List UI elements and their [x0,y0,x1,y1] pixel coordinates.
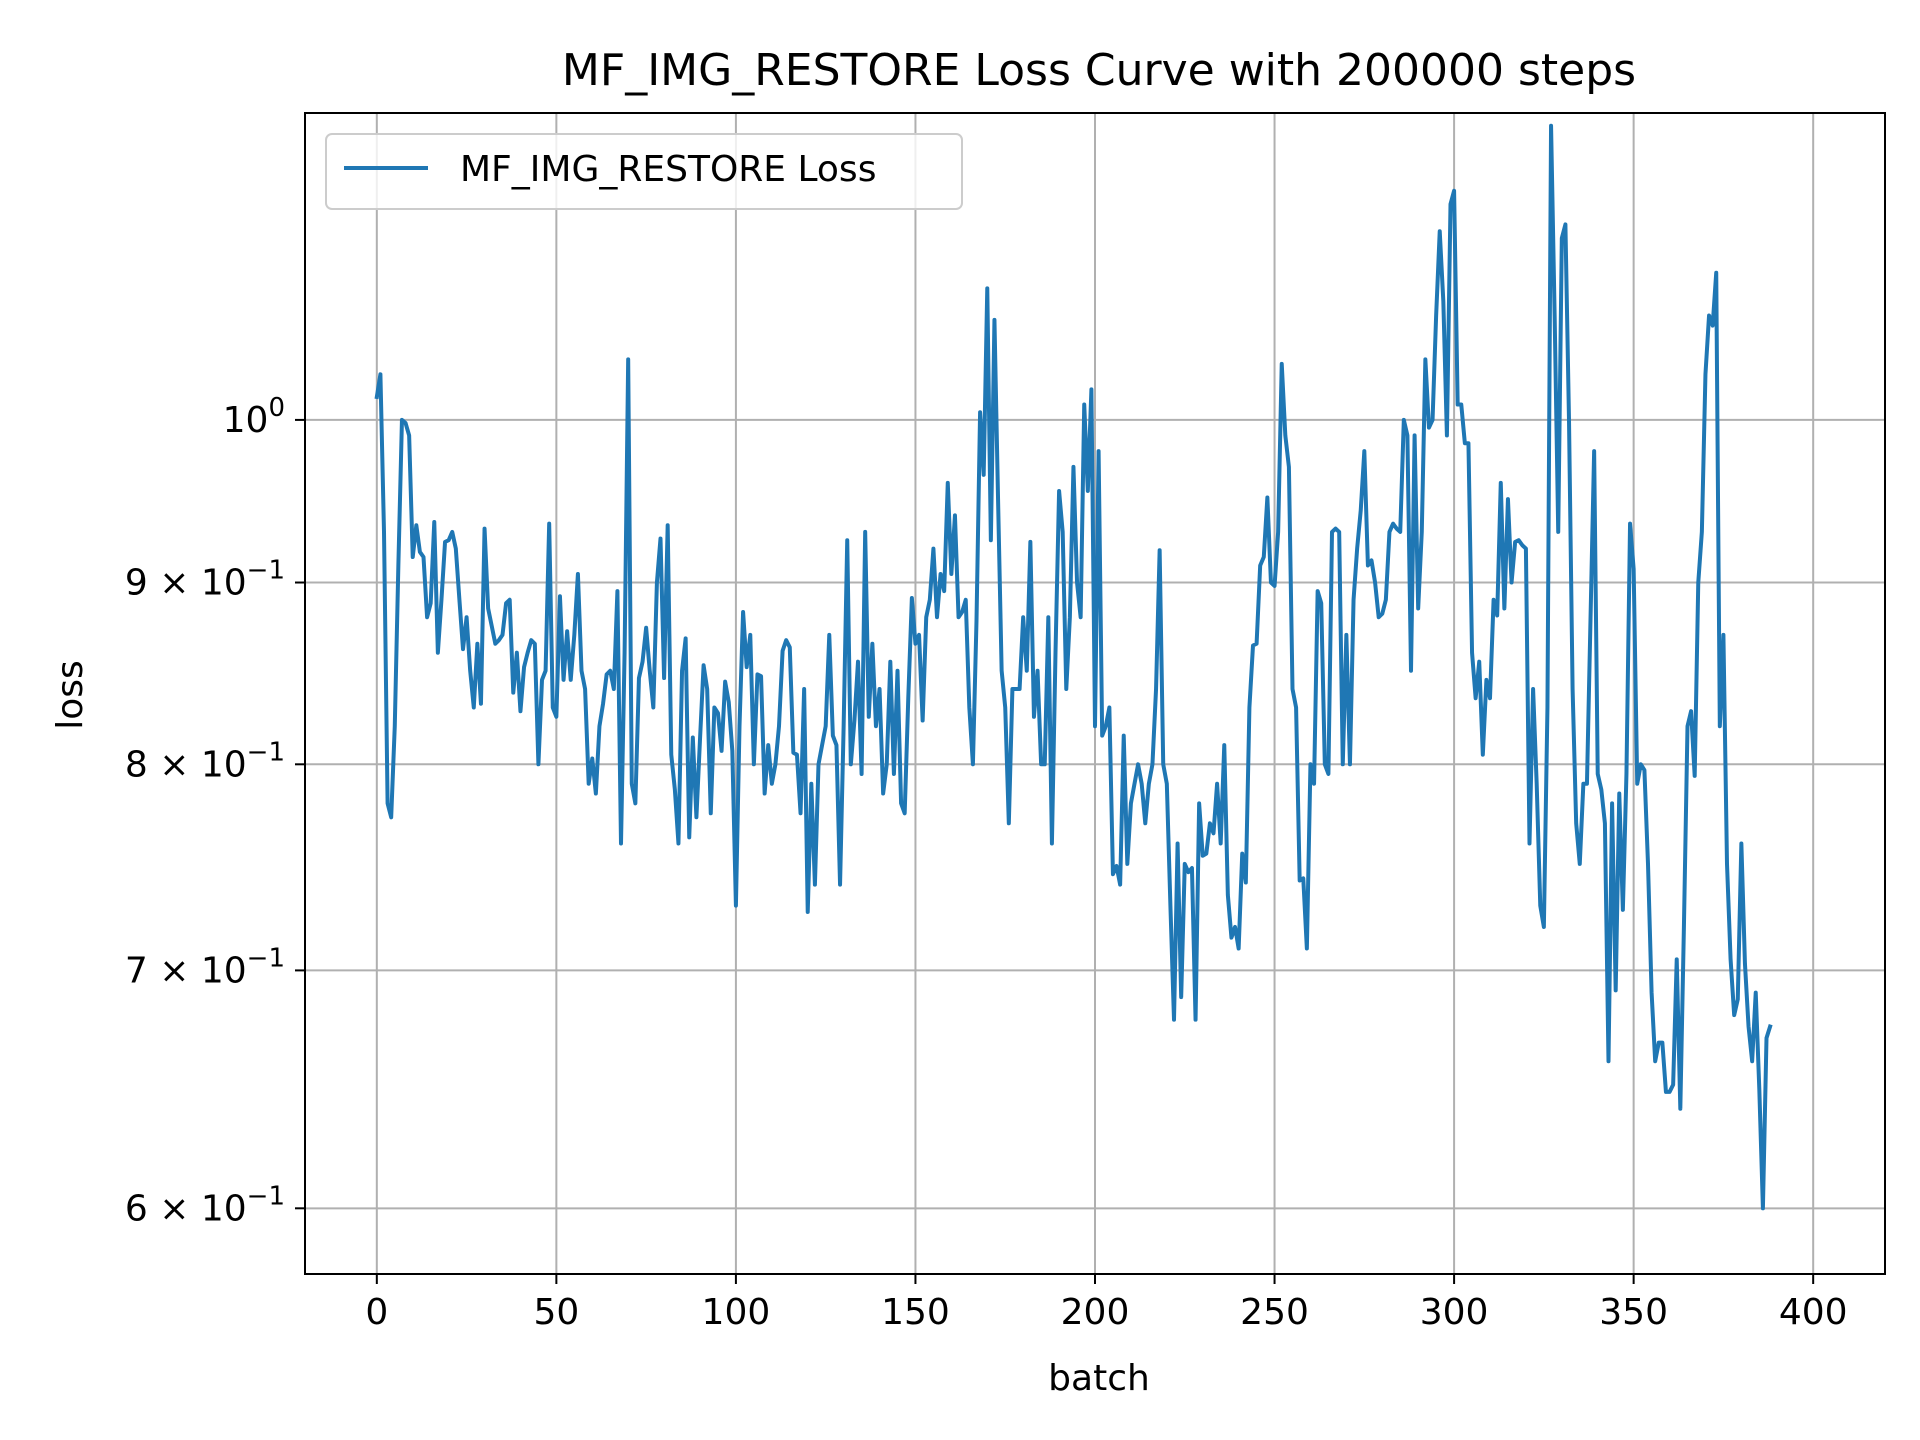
x-axis-ticks: 0 50 100 150 200 250 300 350 400 [365,1274,1848,1333]
x-tick-label: 150 [881,1292,950,1333]
legend: MF_IMG_RESTORE Loss [325,133,963,210]
series-line [374,123,1773,1211]
x-tick-label: 250 [1240,1292,1309,1333]
x-tick-label: 200 [1061,1292,1130,1333]
y-axis-ticks: 6 × 10−1 7 × 10−1 8 × 10−1 9 × 10−1 100 [125,393,305,1229]
x-tick-label: 100 [702,1292,771,1333]
chart-title: MF_IMG_RESTORE Loss Curve with 200000 st… [562,45,1636,96]
x-tick-label: 350 [1599,1292,1668,1333]
y-tick-label: 7 × 10−1 [125,943,285,991]
legend-box [325,133,963,210]
y-tick-label: 100 [223,393,285,441]
x-tick-label: 300 [1420,1292,1489,1333]
series-layer [374,123,1773,1211]
y-tick-label: 9 × 10−1 [125,556,285,604]
y-tick-label: 6 × 10−1 [125,1181,285,1229]
x-tick-label: 0 [365,1292,388,1333]
y-axis-title: loss [50,660,91,730]
x-tick-label: 50 [533,1292,579,1333]
x-axis-title: batch [1048,1358,1150,1399]
legend-label: MF_IMG_RESTORE Loss [460,149,876,190]
y-tick-label: 8 × 10−1 [125,737,285,785]
x-tick-label: 400 [1779,1292,1848,1333]
